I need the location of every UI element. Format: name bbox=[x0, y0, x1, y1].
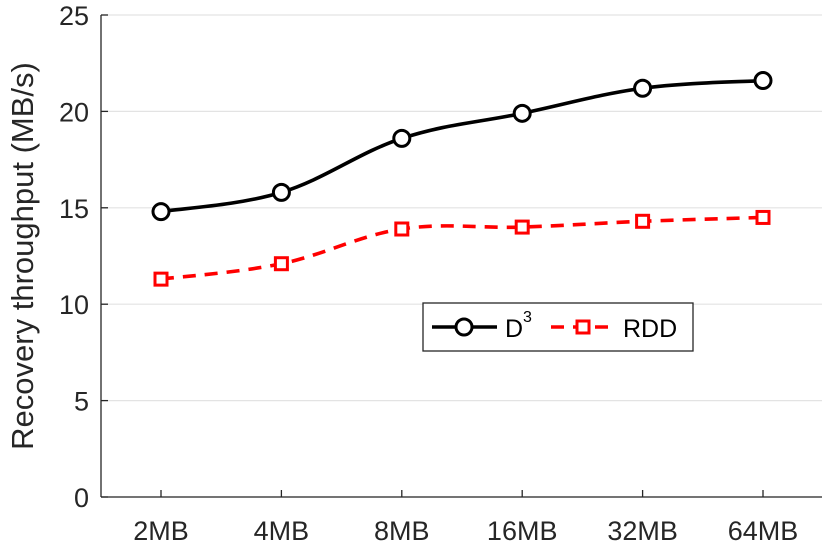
series-line bbox=[160, 78, 764, 214]
data-point-square bbox=[514, 219, 530, 235]
data-point-square bbox=[755, 209, 771, 225]
legend-label-superscript: 3 bbox=[523, 309, 532, 326]
legend-marker-square bbox=[575, 319, 591, 335]
series-2 bbox=[153, 209, 771, 287]
tick-labels: 0 5 10 15 20 25 2MB 4MB 8MB 16MB 32MB 64MB bbox=[59, 1, 798, 546]
x-tick-label: 2MB bbox=[133, 516, 189, 546]
legend-label: RDD bbox=[623, 315, 677, 343]
data-point-square bbox=[635, 213, 651, 229]
y-axis-title: Recovery throughput (MB/s) bbox=[5, 62, 40, 450]
data-point-circle bbox=[512, 103, 532, 123]
y-tick-label: 15 bbox=[59, 194, 89, 224]
axes bbox=[100, 14, 822, 498]
legend-label: D bbox=[505, 315, 523, 343]
x-tick-label: 64MB bbox=[728, 516, 799, 546]
series bbox=[151, 71, 773, 287]
x-tick-label: 8MB bbox=[374, 516, 430, 546]
legend: D 3 RDD bbox=[422, 302, 694, 352]
legend-marker-circle bbox=[454, 317, 474, 337]
y-tick-label: 0 bbox=[74, 483, 89, 513]
data-point-square bbox=[273, 256, 289, 272]
data-point-square bbox=[153, 271, 169, 287]
data-point-square bbox=[394, 221, 410, 237]
y-tick-label: 20 bbox=[59, 97, 89, 127]
data-point-circle bbox=[151, 202, 171, 222]
series-1 bbox=[151, 71, 773, 222]
data-point-circle bbox=[633, 78, 653, 98]
x-tick-label: 4MB bbox=[254, 516, 310, 546]
data-point-circle bbox=[392, 128, 412, 148]
series-line bbox=[160, 215, 764, 281]
x-tick-label: 32MB bbox=[607, 516, 678, 546]
y-tick-label: 5 bbox=[74, 387, 89, 417]
y-tick-label: 25 bbox=[59, 1, 89, 31]
data-point-circle bbox=[271, 182, 291, 202]
grid bbox=[101, 14, 822, 498]
x-tick-label: 16MB bbox=[487, 516, 558, 546]
data-point-circle bbox=[753, 71, 773, 91]
y-tick-label: 10 bbox=[59, 290, 89, 320]
